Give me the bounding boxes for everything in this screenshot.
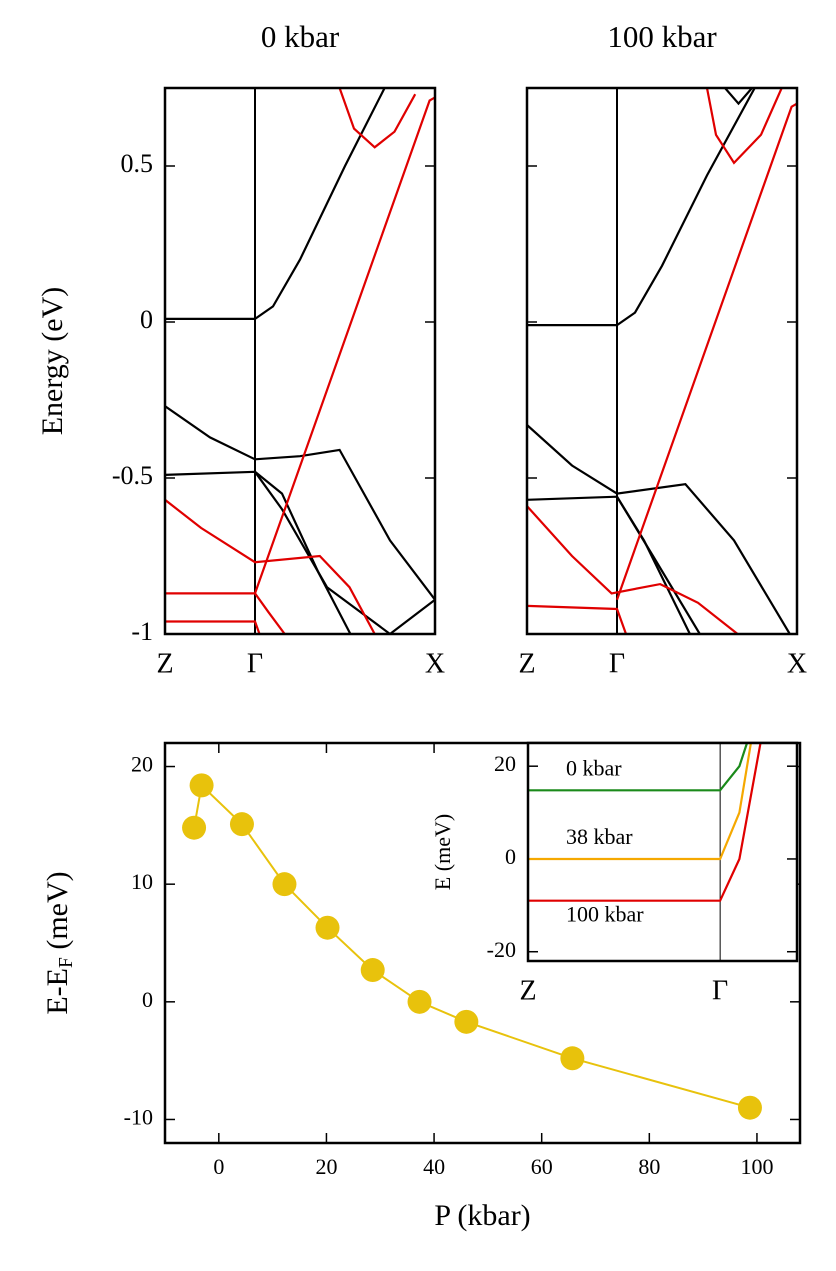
series-line: [705, 88, 783, 165]
x-tick-label: X: [787, 648, 807, 679]
plot-frame: [526, 741, 799, 963]
series-line: [527, 88, 756, 327]
series-line: [165, 592, 286, 634]
x-tick-label: 100: [740, 1154, 773, 1179]
data-point: [315, 915, 340, 940]
data-point: [182, 815, 207, 840]
y-tick-label: -1: [131, 617, 153, 646]
x-tick-label: Γ: [712, 975, 728, 1006]
y-axis-label-main: Energy (eV): [36, 287, 69, 436]
series-label: 0 kbar: [566, 755, 622, 780]
x-tick-label: 80: [638, 1154, 660, 1179]
series-line: [527, 424, 791, 634]
data-point: [454, 1009, 479, 1034]
y-tick-label: -20: [487, 937, 516, 962]
series-line: [165, 470, 352, 634]
series-line: [165, 88, 386, 320]
y-axis-label: E (meV): [430, 814, 455, 890]
series-line: [615, 102, 797, 601]
series-label: 100 kbar: [566, 902, 644, 927]
inset-background: [528, 743, 797, 961]
y-tick-label: -0.5: [112, 461, 153, 490]
y-tick-label: 20: [494, 751, 516, 776]
y-tick-label: 10: [131, 869, 153, 894]
x-tick-label: 40: [423, 1154, 445, 1179]
data-point: [272, 872, 297, 897]
x-tick-label: 60: [531, 1154, 553, 1179]
data-point: [560, 1046, 585, 1071]
series-line: [165, 405, 435, 601]
x-tick-label: 0: [213, 1154, 224, 1179]
y-axis-label-sub: F: [56, 957, 77, 968]
y-axis-label: E-EF (meV): [41, 871, 78, 1014]
series-line: [616, 496, 701, 634]
chart-title: 100 kbar: [607, 19, 717, 54]
series-line: [528, 743, 752, 861]
y-tick-label: 0.5: [121, 149, 154, 178]
series-line: [724, 88, 753, 106]
data-point: [229, 812, 254, 837]
plot-frame: [525, 86, 799, 636]
data-point: [360, 958, 385, 983]
y-axis-label-main: E-E: [41, 968, 74, 1015]
series-line: [527, 604, 628, 634]
y-axis-label-main: E (meV): [430, 814, 455, 890]
series-line: [528, 743, 762, 902]
series-line: [193, 783, 751, 1109]
x-axis-label: P (kbar): [434, 1199, 530, 1232]
y-tick-label: -10: [124, 1105, 153, 1130]
x-tick-label: Z: [156, 648, 173, 679]
series-line: [165, 498, 376, 634]
series-line: [527, 495, 691, 634]
y-axis-label-unit: (meV): [41, 871, 74, 957]
y-axis-label: Energy (eV): [36, 287, 69, 436]
data-point: [407, 989, 432, 1014]
x-tick-label: Z: [518, 648, 535, 679]
series-line: [527, 505, 739, 634]
y-tick-label: 0: [142, 987, 153, 1012]
chart-title: 0 kbar: [261, 19, 340, 54]
x-tick-label: Γ: [247, 648, 263, 679]
plot-frame: [163, 86, 437, 636]
series-line: [254, 471, 435, 634]
y-tick-label: 20: [131, 752, 153, 777]
series-line: [165, 620, 261, 634]
series-line: [338, 88, 417, 149]
data-point: [737, 1095, 762, 1120]
x-tick-label: Γ: [609, 648, 625, 679]
x-tick-label: 20: [315, 1154, 337, 1179]
plot-frame: [163, 741, 802, 1145]
series-line: [253, 96, 435, 594]
x-tick-label: Z: [519, 975, 536, 1006]
y-tick-label: 0: [505, 844, 516, 869]
series-label: 38 kbar: [566, 824, 633, 849]
series-line: [528, 743, 749, 792]
x-tick-label: X: [425, 648, 445, 679]
data-point: [189, 773, 214, 798]
y-tick-label: 0: [140, 305, 153, 334]
